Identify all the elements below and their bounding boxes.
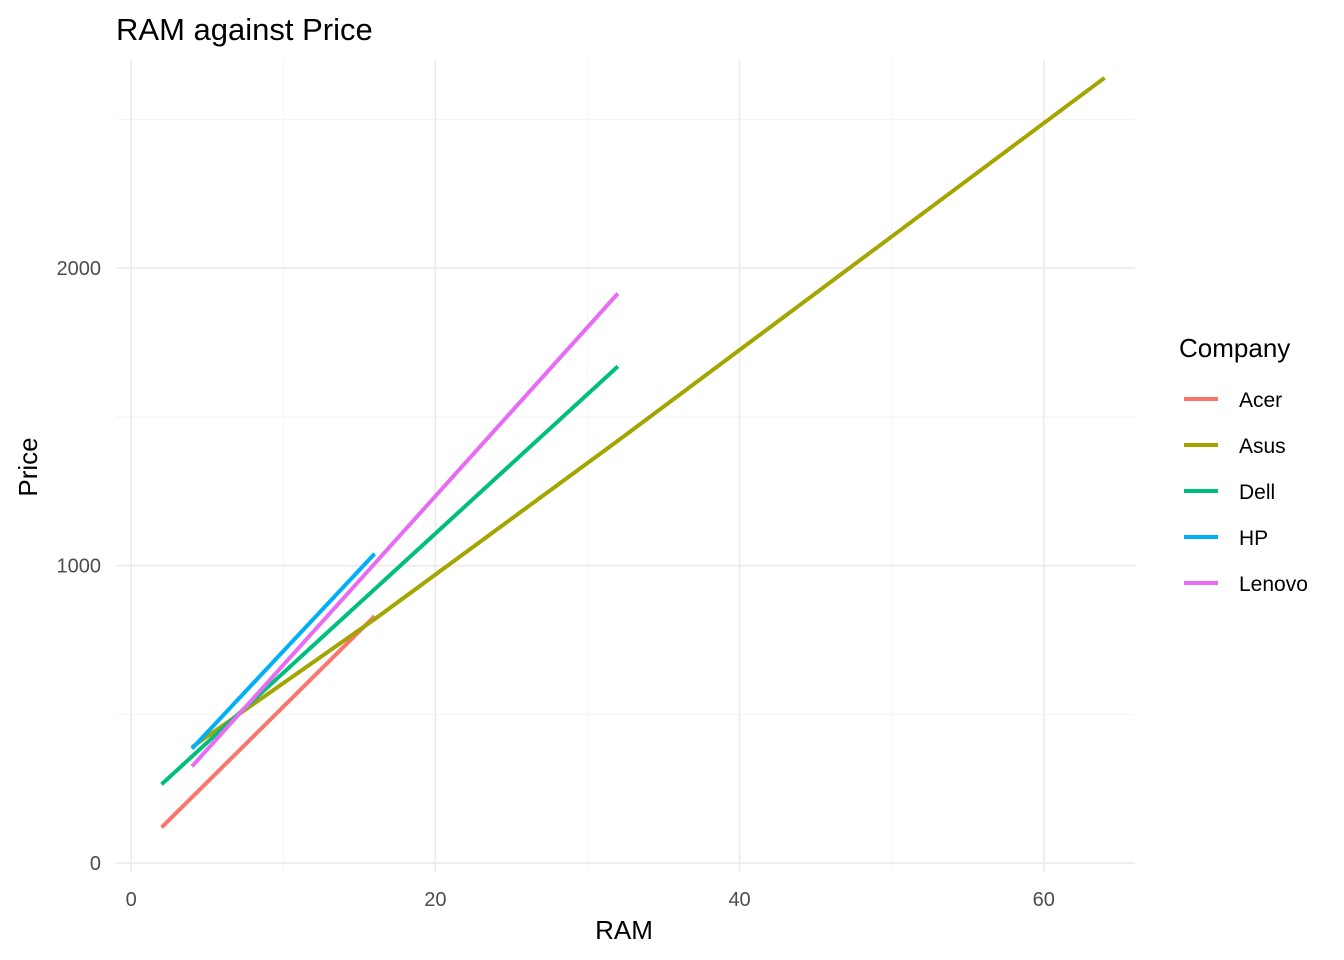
series-lines xyxy=(160,76,1106,829)
legend-label: Asus xyxy=(1239,435,1286,458)
y-tick-label: 0 xyxy=(90,853,101,875)
legend-label: HP xyxy=(1239,527,1268,550)
legend-item-lenovo: Lenovo xyxy=(1184,573,1308,596)
minor-gridlines xyxy=(116,60,1135,872)
y-tick-label: 2000 xyxy=(57,258,102,280)
series-line-asus xyxy=(190,76,1106,749)
legend-item-hp: HP xyxy=(1184,527,1268,550)
legend-item-dell: Dell xyxy=(1184,481,1275,504)
chart-title: RAM against Price xyxy=(116,12,373,47)
x-axis-title: RAM xyxy=(595,915,653,945)
y-tick-label: 1000 xyxy=(57,556,102,578)
legend-item-asus: Asus xyxy=(1184,435,1286,458)
x-axis-tick-labels: 0 20 40 60 xyxy=(126,889,1055,911)
x-tick-label: 20 xyxy=(424,889,446,911)
x-tick-label: 40 xyxy=(728,889,750,911)
legend-label: Acer xyxy=(1239,389,1282,412)
legend-items: Acer Asus Dell HP Lenovo xyxy=(1184,389,1308,596)
legend-item-acer: Acer xyxy=(1184,389,1282,412)
legend: Company Acer Asus Dell HP Lenovo xyxy=(1179,333,1308,596)
series-line-hp xyxy=(190,552,377,750)
y-axis-title: Price xyxy=(13,437,43,496)
series-line-lenovo xyxy=(190,292,620,768)
y-axis-tick-labels: 0 1000 2000 xyxy=(57,258,102,875)
major-gridlines xyxy=(116,60,1135,872)
legend-title: Company xyxy=(1179,333,1290,363)
series-line-acer xyxy=(160,614,377,829)
legend-label: Lenovo xyxy=(1239,573,1308,596)
x-tick-label: 60 xyxy=(1033,889,1055,911)
x-tick-label: 0 xyxy=(126,889,137,911)
legend-label: Dell xyxy=(1239,481,1275,504)
